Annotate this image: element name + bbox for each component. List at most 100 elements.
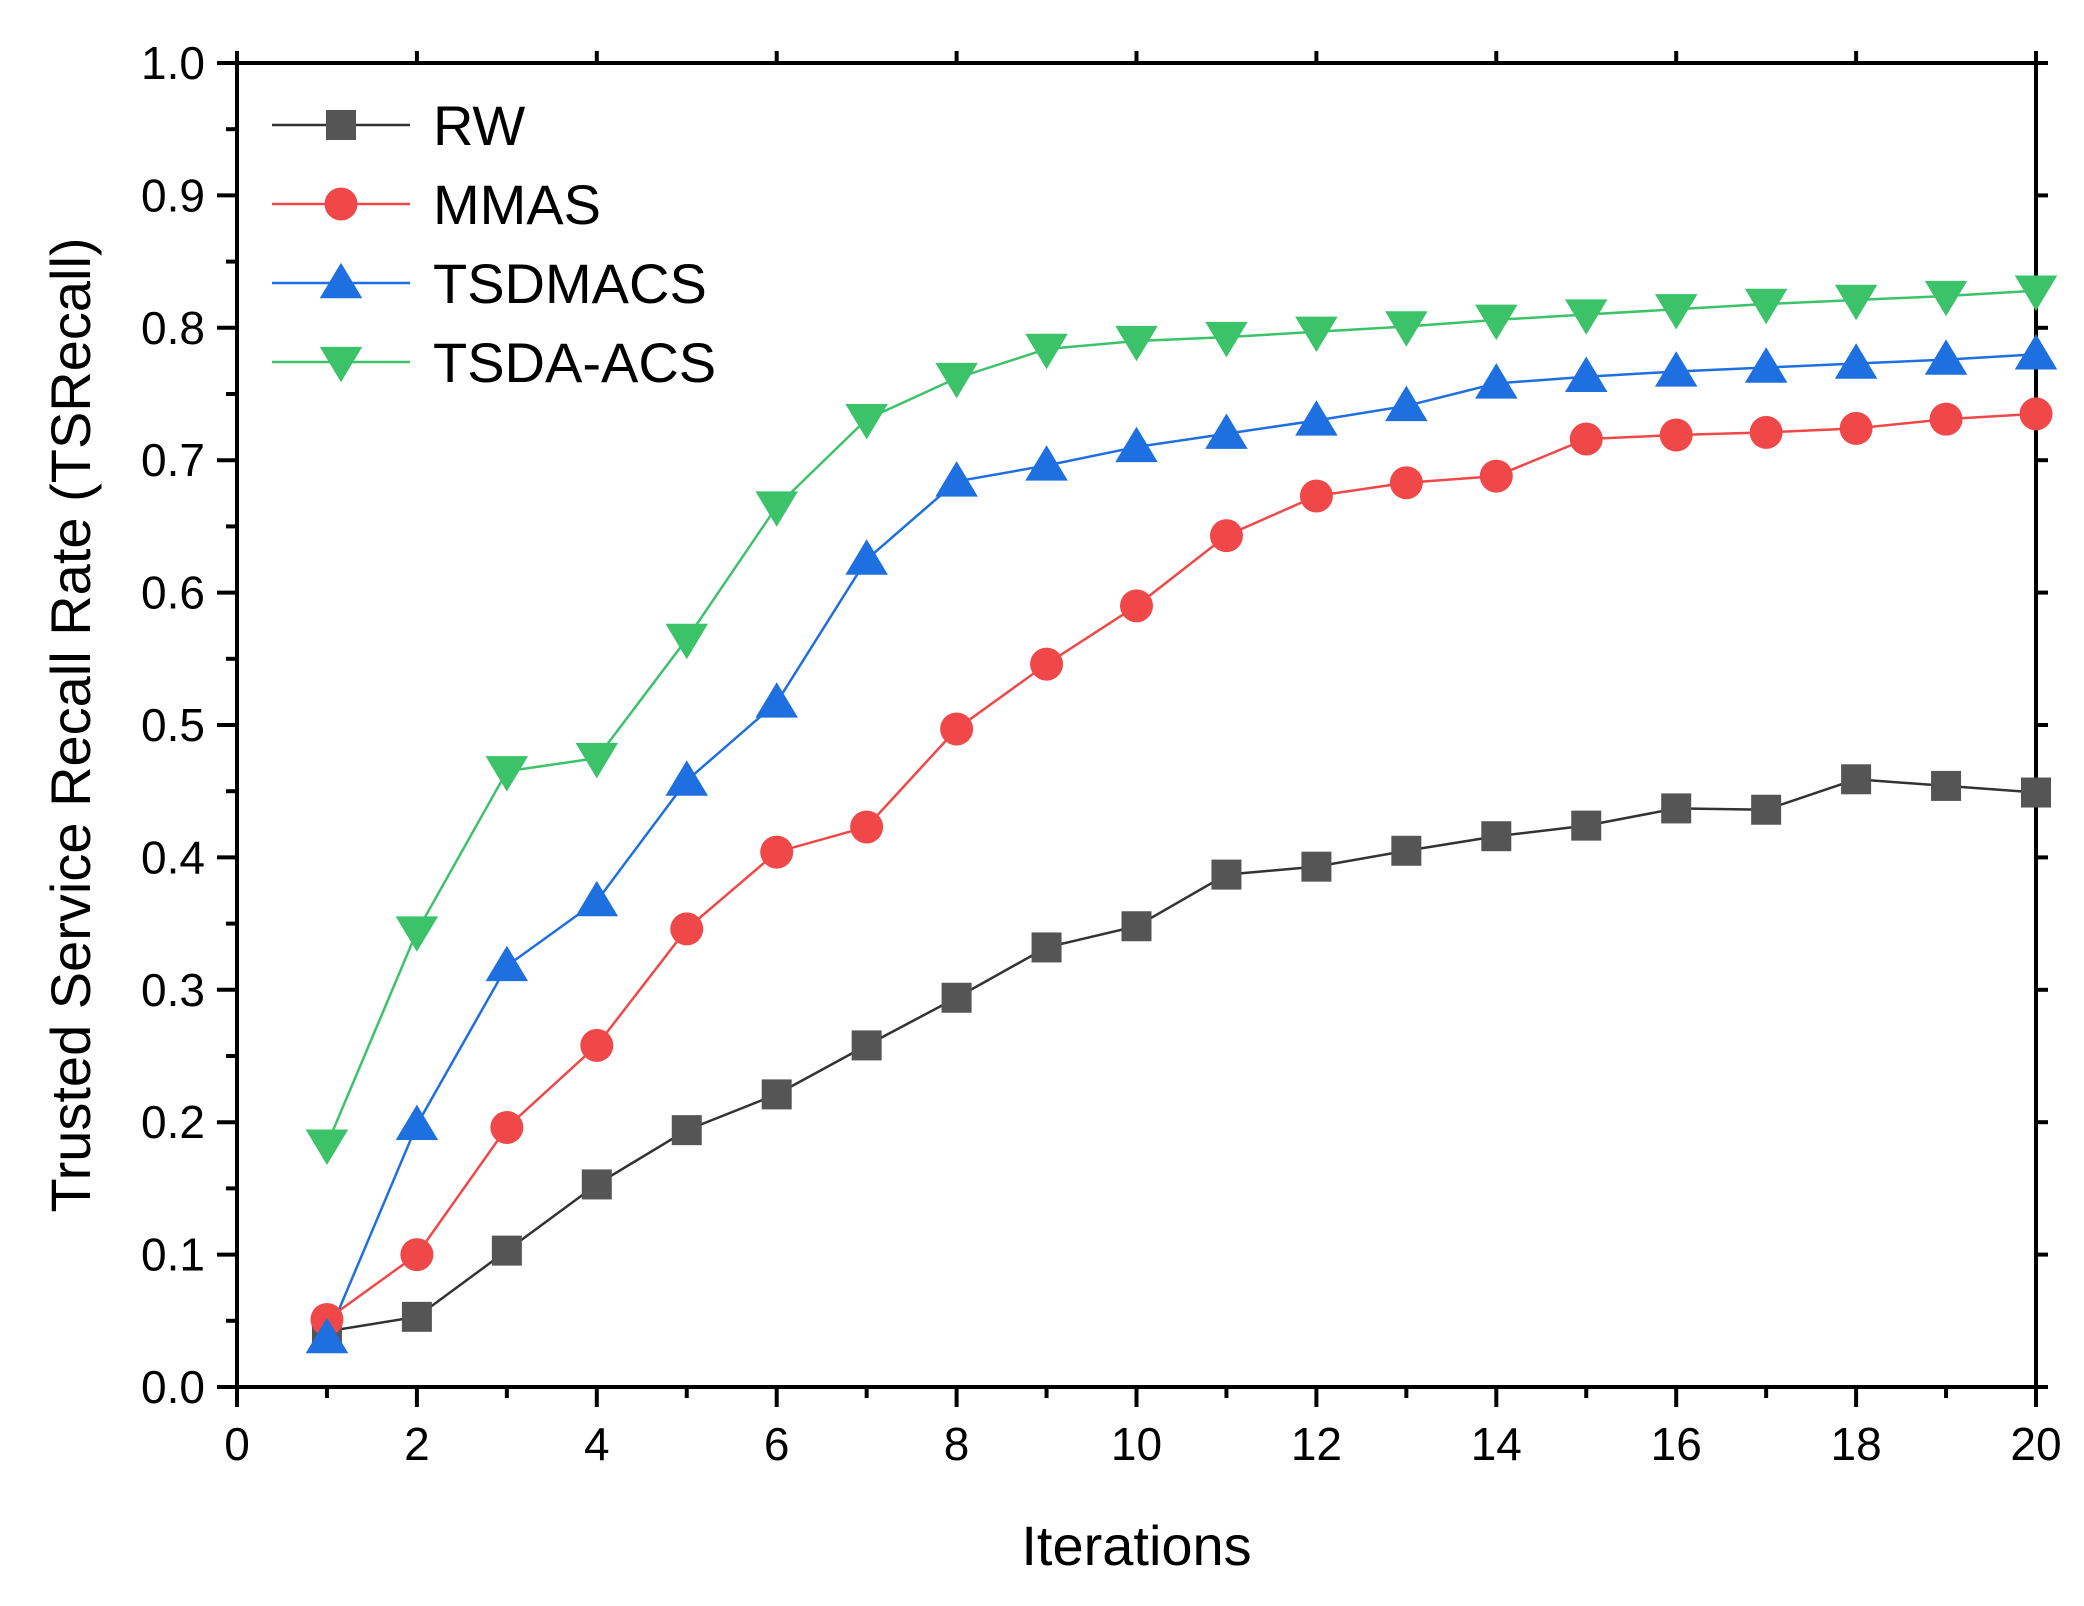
y-tick-label: 0.2 — [141, 1096, 205, 1148]
y-axis: 0.0 0.1 0.2 0.3 0.4 0.5 0.6 0.7 0.8 0.9 1.0 — [141, 37, 2048, 1413]
data-point-tsdmacs — [395, 1104, 439, 1141]
data-point-mmas — [850, 810, 884, 844]
data-point-mmas — [1839, 411, 1873, 445]
data-point-rw — [761, 1079, 792, 1110]
data-point-tsda-acs — [665, 623, 709, 660]
data-point-rw — [1571, 810, 1602, 841]
plot-area — [235, 61, 2058, 1389]
data-point-rw — [1121, 911, 1152, 942]
data-point-rw — [1481, 821, 1512, 852]
legend-label-rw: RW — [433, 94, 525, 157]
y-tick-label: 1.0 — [141, 37, 205, 89]
data-point-mmas — [1120, 589, 1153, 623]
data-point-tsda-acs — [1744, 288, 1788, 325]
data-point-tsdmacs — [1025, 445, 1068, 481]
series-markers — [305, 275, 2058, 1354]
data-point-tsdmacs — [845, 539, 888, 575]
data-point-mmas — [580, 1028, 614, 1062]
data-point-tsdmacs — [485, 945, 529, 982]
data-point-tsda-acs — [1025, 333, 1068, 370]
data-point-tsdmacs — [1115, 426, 1158, 463]
data-point-rw — [401, 1301, 432, 1332]
x-tick-label: 0 — [224, 1418, 250, 1470]
data-point-mmas — [1389, 466, 1423, 500]
data-point-mmas — [2019, 397, 2053, 431]
series-line-tsdmacs — [325, 353, 2037, 1339]
y-tick-label: 0.9 — [141, 169, 205, 221]
data-point-tsda-acs — [1475, 304, 1518, 341]
x-tick-label: 4 — [584, 1418, 610, 1470]
data-point-tsdmacs — [1205, 413, 1248, 449]
data-point-tsda-acs — [1385, 311, 1428, 347]
data-point-rw — [491, 1235, 522, 1266]
data-point-tsdmacs — [1564, 356, 1608, 392]
data-point-tsda-acs — [755, 491, 798, 527]
y-tick-label: 0.4 — [141, 831, 205, 883]
data-point-tsda-acs — [845, 403, 888, 440]
data-point-mmas — [940, 712, 974, 746]
data-point-mmas — [1299, 479, 1333, 513]
data-point-tsdmacs — [755, 682, 798, 718]
data-point-rw — [1661, 793, 1692, 824]
data-point-mmas — [1659, 418, 1693, 452]
x-tick-label: 2 — [404, 1418, 430, 1470]
data-point-tsdmacs — [575, 880, 619, 917]
x-tick-label: 8 — [944, 1418, 970, 1470]
data-point-tsda-acs — [575, 742, 619, 779]
legend-marker-tsda-acs — [319, 346, 363, 383]
series-line-tsda-acs — [325, 289, 2037, 1146]
data-point-tsdmacs — [1475, 363, 1518, 399]
x-tick-label: 6 — [764, 1418, 790, 1470]
data-point-rw — [1211, 859, 1242, 890]
x-axis-title: Iterations — [1021, 1514, 1251, 1577]
data-point-mmas — [490, 1110, 524, 1144]
data-point-tsdmacs — [1385, 385, 1428, 422]
data-point-mmas — [1929, 402, 1963, 436]
data-point-mmas — [1749, 415, 1783, 449]
data-point-mmas — [1479, 459, 1513, 493]
data-point-tsda-acs — [485, 756, 529, 792]
data-point-mmas — [1030, 647, 1064, 681]
x-tick-label: 12 — [1291, 1418, 1342, 1470]
data-point-tsdmacs — [1834, 343, 1878, 379]
data-point-mmas — [1569, 422, 1603, 456]
data-point-tsdmacs — [305, 1317, 349, 1354]
data-point-mmas — [1209, 519, 1243, 553]
data-point-rw — [1031, 932, 1062, 963]
x-tick-label: 10 — [1111, 1418, 1162, 1470]
data-point-mmas — [760, 835, 794, 869]
data-point-tsdmacs — [1924, 339, 1968, 375]
data-point-mmas — [400, 1238, 434, 1272]
legend-marker-mmas — [324, 187, 358, 221]
y-tick-label: 0.0 — [141, 1361, 205, 1413]
data-point-tsda-acs — [1924, 280, 1968, 317]
data-point-rw — [941, 982, 972, 1013]
data-point-tsdmacs — [2014, 334, 2058, 370]
y-tick-label: 0.3 — [141, 964, 205, 1016]
x-tick-label: 14 — [1471, 1418, 1522, 1470]
x-tick-label: 20 — [2010, 1418, 2061, 1470]
data-point-tsdmacs — [1295, 400, 1338, 436]
data-point-rw — [2021, 777, 2051, 808]
legend-marker-tsdmacs — [319, 262, 363, 299]
data-point-rw — [1931, 770, 1962, 801]
y-tick-label: 0.1 — [141, 1229, 205, 1281]
data-point-tsda-acs — [305, 1129, 349, 1165]
data-point-tsdmacs — [935, 461, 978, 497]
data-point-rw — [851, 1030, 882, 1061]
x-axis: 0 2 4 6 8 10 12 14 16 18 20 — [224, 51, 2062, 1470]
legend-label-tsdmacs: TSDMACS — [433, 252, 707, 315]
legend-label-mmas: MMAS — [433, 173, 601, 236]
data-point-tsda-acs — [1295, 316, 1338, 353]
data-point-mmas — [670, 912, 704, 946]
data-point-rw — [1841, 764, 1872, 795]
y-tick-label: 0.6 — [141, 567, 205, 619]
data-point-rw — [1391, 835, 1422, 866]
legend-marker-rw — [326, 110, 356, 140]
data-point-rw — [671, 1115, 702, 1146]
data-point-tsda-acs — [395, 916, 439, 952]
data-point-tsda-acs — [1115, 325, 1158, 362]
legend-label-tsda-acs: TSDA-ACS — [433, 331, 716, 394]
